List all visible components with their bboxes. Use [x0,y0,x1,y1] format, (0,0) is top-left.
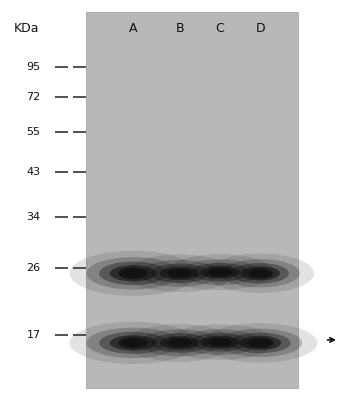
Ellipse shape [118,337,148,348]
Ellipse shape [140,260,219,287]
Text: C: C [216,22,224,36]
Ellipse shape [151,264,209,283]
Ellipse shape [230,333,291,353]
Ellipse shape [173,340,187,346]
Ellipse shape [140,329,219,356]
Text: 55: 55 [26,127,41,137]
Ellipse shape [110,265,156,282]
Ellipse shape [167,338,192,348]
Ellipse shape [180,329,259,355]
Ellipse shape [240,266,280,280]
Text: 26: 26 [26,263,41,273]
Ellipse shape [173,270,187,276]
Ellipse shape [160,266,199,280]
Ellipse shape [126,254,234,292]
Ellipse shape [218,329,302,357]
Ellipse shape [252,340,268,346]
Ellipse shape [207,268,233,277]
Ellipse shape [253,270,267,276]
Ellipse shape [231,263,289,284]
Ellipse shape [247,338,274,348]
Ellipse shape [200,266,240,279]
Ellipse shape [207,338,233,347]
Text: 34: 34 [26,212,41,222]
Ellipse shape [166,324,274,360]
Text: 17: 17 [26,330,41,340]
Ellipse shape [151,333,209,353]
Ellipse shape [206,254,314,293]
Text: 43: 43 [26,167,41,177]
Bar [86,12,298,388]
Text: KDa: KDa [14,22,40,36]
Ellipse shape [191,263,249,282]
Ellipse shape [99,332,167,354]
Ellipse shape [125,270,142,277]
Ellipse shape [126,324,234,362]
Text: 95: 95 [26,62,41,72]
Ellipse shape [191,333,249,352]
Ellipse shape [86,328,180,358]
Ellipse shape [125,340,142,346]
Ellipse shape [200,336,240,348]
Ellipse shape [221,259,300,288]
Ellipse shape [166,254,274,290]
Ellipse shape [167,268,192,278]
Ellipse shape [70,322,197,364]
Ellipse shape [118,268,148,279]
Ellipse shape [99,262,167,285]
Text: B: B [175,22,184,36]
Ellipse shape [247,268,273,278]
Text: A: A [129,22,137,36]
Ellipse shape [213,269,227,275]
Ellipse shape [110,335,156,350]
Ellipse shape [213,339,227,345]
Ellipse shape [86,257,180,290]
Text: 72: 72 [26,92,41,102]
Ellipse shape [180,259,259,285]
Ellipse shape [239,336,281,350]
Ellipse shape [160,336,199,350]
Ellipse shape [203,323,317,363]
Ellipse shape [70,251,197,296]
Text: D: D [255,22,265,36]
